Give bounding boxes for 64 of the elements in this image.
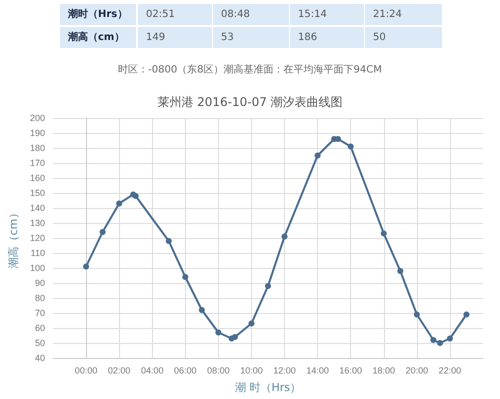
point [314,152,321,158]
point [198,307,205,313]
point [265,283,271,289]
point [166,238,172,244]
x-tick-label: 16:00 [339,366,362,376]
point [430,337,436,343]
text: 潮高（cm） [67,31,124,43]
x-axis-title: 潮 时（Hrs） [234,381,302,394]
y-tick-label: 40 [34,353,45,363]
point [437,340,443,346]
text: 149 [146,32,166,43]
point [132,193,139,199]
x-tick-label: 02:00 [108,366,130,376]
point [348,144,354,150]
x-tick-label: 12:00 [273,366,296,376]
y-tick-label: 170 [30,158,45,168]
y-tick-label: 120 [30,233,45,243]
y-tick-label: 200 [30,113,45,123]
y-tick-label: 110 [30,248,45,258]
x-tick-label: 06:00 [174,366,197,376]
point [248,320,254,326]
x-tick-label: 18:00 [372,366,396,376]
text: 21:24 [373,9,402,20]
x-tick-label: 10:00 [240,366,263,376]
chart-title: 莱州港 2016-10-07 潮汐表曲线图 [157,95,343,109]
text: 50 [373,32,386,43]
y-tick-label: 80 [34,293,45,303]
point [83,264,90,270]
x-tick-label: 08:00 [207,366,230,376]
y-tick-label: 60 [34,323,45,333]
point [100,229,106,235]
text: 潮时（Hrs） [67,8,128,20]
x-tick-label: 00:00 [74,366,98,376]
y-tick-label: 100 [30,263,45,273]
x-tick-label: 04:00 [140,366,164,376]
x-tick-label: 22:00 [438,366,462,376]
y-tick-label: 160 [30,173,45,183]
y-tick-label: 70 [34,308,45,318]
y-tick-label: 190 [30,128,45,138]
y-tick-label: 130 [30,218,45,228]
y-tick-label: 140 [30,203,45,213]
point [182,274,188,280]
text: 08:48 [221,9,250,20]
y-axis-title: 潮高（cm） [7,208,20,268]
text: 53 [221,32,234,43]
y-tick-label: 50 [34,338,45,348]
point [380,230,387,236]
y-tick-label: 150 [30,188,45,198]
point [215,330,222,336]
point [232,334,238,340]
point [116,200,122,206]
x-tick-label: 20:00 [406,366,428,376]
point [414,312,420,318]
point [282,234,288,240]
point [446,336,453,342]
point [397,268,404,274]
y-tick-label: 90 [34,278,45,288]
x-tick-label: 14:00 [306,366,329,376]
point [463,312,470,318]
text: 15:14 [298,9,327,20]
text: 186 [298,32,318,43]
text: 02:51 [146,9,175,20]
y-tick-label: 180 [30,143,45,153]
text: 时区：-0800（东8区）潮高基准面：在平均海平面下94CM [118,64,382,76]
